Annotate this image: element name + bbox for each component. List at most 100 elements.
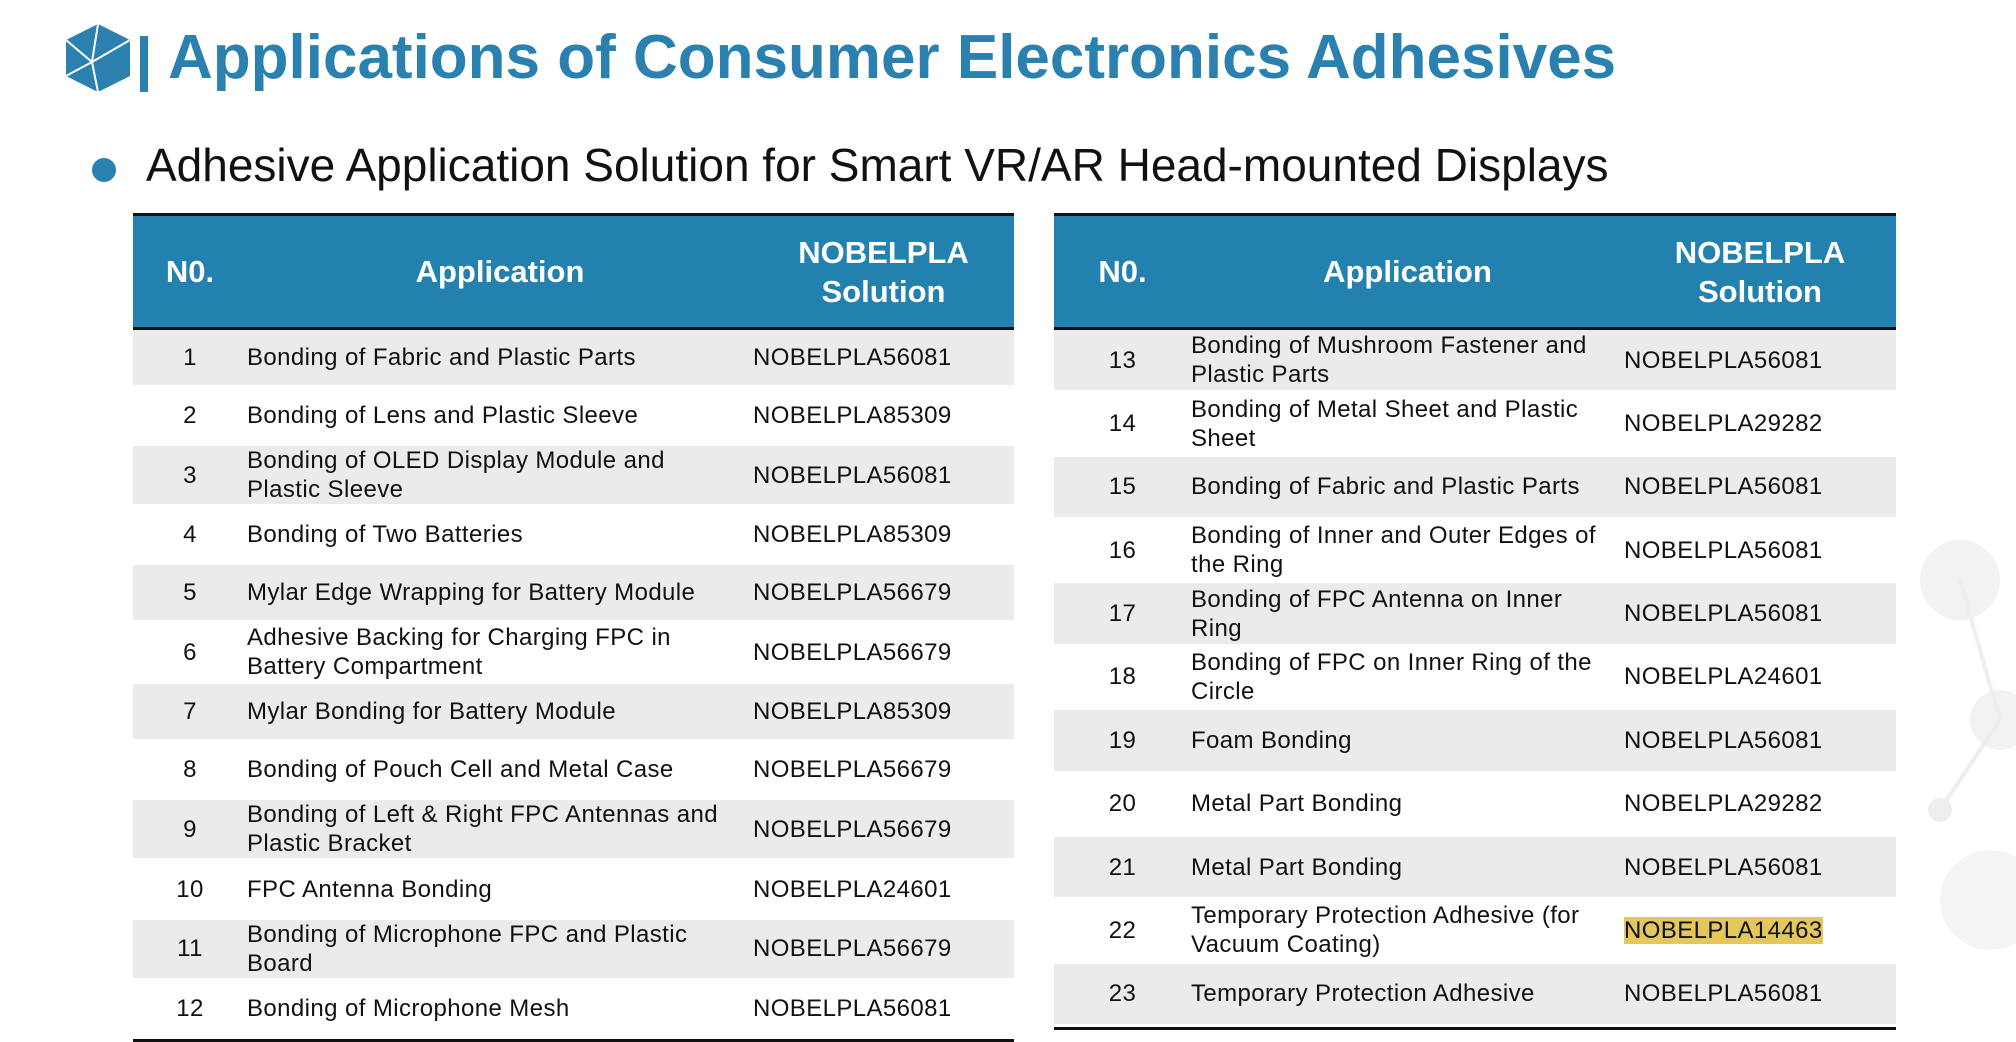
cell-text: NOBELPLA56679 xyxy=(753,935,952,963)
cell-text: Bonding of FPC Antenna on Inner Ring xyxy=(1191,585,1563,642)
row: 4 Bonding of Two Batteries NOBELPLA85309 xyxy=(133,505,1014,566)
header-row: N0. Application NOBELPLA Solution xyxy=(1054,216,1896,330)
decoration xyxy=(1920,540,2016,950)
cell-text: Bonding of Mushroom Fastener and Plastic… xyxy=(1191,332,1587,389)
cell-text: NOBELPLA24601 xyxy=(1624,663,1823,691)
cell: Bonding of Pouch Cell and Metal Case xyxy=(247,740,753,801)
cell-text: Metal Part Bonding xyxy=(1191,790,1403,818)
cell: NOBELPLA14463 xyxy=(1624,898,1896,964)
cell-text: Bonding of OLED Display Module and Plast… xyxy=(247,447,665,504)
cell-text: Bonding of Fabric and Plastic Parts xyxy=(247,344,636,372)
cell: 6 xyxy=(133,621,247,685)
cell-text: NOBELPLA56081 xyxy=(1624,536,1823,564)
cell-text: Temporary Protection Adhesive xyxy=(1191,980,1535,1008)
cell: 19 xyxy=(1054,708,1191,774)
cell: NOBELPLA85309 xyxy=(753,505,1014,566)
row: 18 Bonding of FPC on Inner Ring of the Ci… xyxy=(1054,645,1896,711)
cell: 1 xyxy=(133,328,247,389)
cell: Bonding of FPC on Inner Ring of the Circ… xyxy=(1191,645,1624,711)
cell-text: NOBELPLA56081 xyxy=(1624,853,1823,881)
cell-text: Bonding of Fabric and Plastic Parts xyxy=(1191,473,1580,501)
header-cell: NOBELPLA Solution xyxy=(1624,216,1896,330)
cell: Bonding of Microphone FPC and Plastic Bo… xyxy=(247,918,753,981)
cell-text: Metal Part Bonding xyxy=(1191,853,1403,881)
cell-text: Bonding of Lens and Plastic Sleeve xyxy=(247,402,639,430)
cell: 2 xyxy=(133,386,247,447)
row: 16 Bonding of Inner and Outer Edges of th… xyxy=(1054,518,1896,584)
cell-text: Bonding of Microphone FPC and Plastic Bo… xyxy=(247,920,688,977)
cell: 5 xyxy=(133,563,247,624)
subtitle: Adhesive Application Solution for Smart … xyxy=(146,139,1609,191)
row: 8 Bonding of Pouch Cell and Metal Case NOB… xyxy=(133,740,1014,801)
cell-text: NOBELPLA85309 xyxy=(753,402,952,430)
cell: Metal Part Bonding xyxy=(1191,772,1624,837)
cell: 13 xyxy=(1054,328,1191,394)
cell-text: Bonding of Inner and Outer Edges of the … xyxy=(1191,522,1596,579)
header-cell: N0. xyxy=(133,216,247,330)
cell-text: NOBELPLA56679 xyxy=(753,756,952,784)
row: 2 Bonding of Lens and Plastic Sleeve NOBEL… xyxy=(133,386,1014,447)
cell: NOBELPLA24601 xyxy=(1624,645,1896,711)
cell: Bonding of Left & Right FPC Antennas and… xyxy=(247,798,753,862)
cell: NOBELPLA56679 xyxy=(753,621,1014,685)
cell: 10 xyxy=(133,859,247,920)
cell: 16 xyxy=(1054,518,1191,584)
cell-text: NOBELPLA29282 xyxy=(1624,790,1823,818)
cell-text: NOBELPLA85309 xyxy=(753,521,952,549)
cell-text: 11 xyxy=(177,935,203,963)
row: 9 Bonding of Left & Right FPC Antennas an… xyxy=(133,798,1014,862)
cell: NOBELPLA56081 xyxy=(753,979,1014,1039)
row: 19 Foam Bonding NOBELPLA56081 xyxy=(1054,708,1896,774)
cell-text: Adhesive Backing for Charging FPC in Bat… xyxy=(247,624,671,681)
cell: NOBELPLA56081 xyxy=(753,444,1014,508)
cell-text: 1 xyxy=(183,344,197,372)
cell: Foam Bonding xyxy=(1191,708,1624,774)
cell-text: 20 xyxy=(1108,790,1137,818)
cell: 12 xyxy=(133,979,247,1039)
cell: Mylar Bonding for Battery Module xyxy=(247,682,753,743)
table: N0. Application NOBELPLA Solution 1 Bonding … xyxy=(133,216,1014,1039)
bullet xyxy=(92,158,116,182)
cell: 11 xyxy=(133,918,247,981)
cell-text: 16 xyxy=(1108,536,1137,564)
cell: NOBELPLA56679 xyxy=(753,918,1014,981)
cell-text: NOBELPLA56081 xyxy=(1624,726,1823,754)
cell-text: 19 xyxy=(1108,726,1137,754)
cell: NOBELPLA56679 xyxy=(753,563,1014,624)
cell-text: 9 xyxy=(183,815,197,843)
cell: Bonding of FPC Antenna on Inner Ring xyxy=(1191,581,1624,647)
cell-text: 4 xyxy=(183,521,197,549)
row: 15 Bonding of Fabric and Plastic Parts NOB… xyxy=(1054,455,1896,521)
header-cell: NOBELPLA Solution xyxy=(753,216,1014,330)
cell-text: NOBELPLA56081 xyxy=(1624,600,1823,628)
row: 1 Bonding of Fabric and Plastic Parts NOBE… xyxy=(133,328,1014,389)
cell-text: NOBELPLA56081 xyxy=(753,994,952,1022)
cell: Temporary Protection Adhesive (for Vacuu… xyxy=(1191,898,1624,964)
cell: FPC Antenna Bonding xyxy=(247,859,753,920)
table-right: N0. Application NOBELPLA Solution 13 Bonding… xyxy=(1054,213,1896,1030)
cell: Mylar Edge Wrapping for Battery Module xyxy=(247,563,753,624)
cell: NOBELPLA29282 xyxy=(1624,772,1896,837)
cell: 8 xyxy=(133,740,247,801)
cell-text: 3 xyxy=(183,461,197,489)
cell-text: NOBELPLA29282 xyxy=(1624,410,1823,438)
cell-text: NOBELPLA56081 xyxy=(753,344,952,372)
header-cell: Application xyxy=(247,216,753,330)
header-cell: N0. xyxy=(1054,216,1191,330)
row: 11 Bonding of Microphone FPC and Plastic … xyxy=(133,918,1014,981)
header-cell: Application xyxy=(1191,216,1624,330)
cell-text: Bonding of Two Batteries xyxy=(247,521,523,549)
cell-text: Bonding of Metal Sheet and Plastic Sheet xyxy=(1191,395,1579,452)
cell: NOBELPLA85309 xyxy=(753,682,1014,743)
cell-text: 7 xyxy=(183,698,197,726)
row: 6 Adhesive Backing for Charging FPC in Ba… xyxy=(133,621,1014,685)
cell: Bonding of Fabric and Plastic Parts xyxy=(1191,455,1624,521)
cell: 15 xyxy=(1054,455,1191,521)
cell-text: 12 xyxy=(176,994,204,1022)
cell: Metal Part Bonding xyxy=(1191,835,1624,901)
cell-text: 13 xyxy=(1108,346,1137,374)
cell-text: 6 xyxy=(183,638,197,666)
cell: 18 xyxy=(1054,645,1191,711)
cell-text: NOBELPLA56679 xyxy=(753,638,952,666)
